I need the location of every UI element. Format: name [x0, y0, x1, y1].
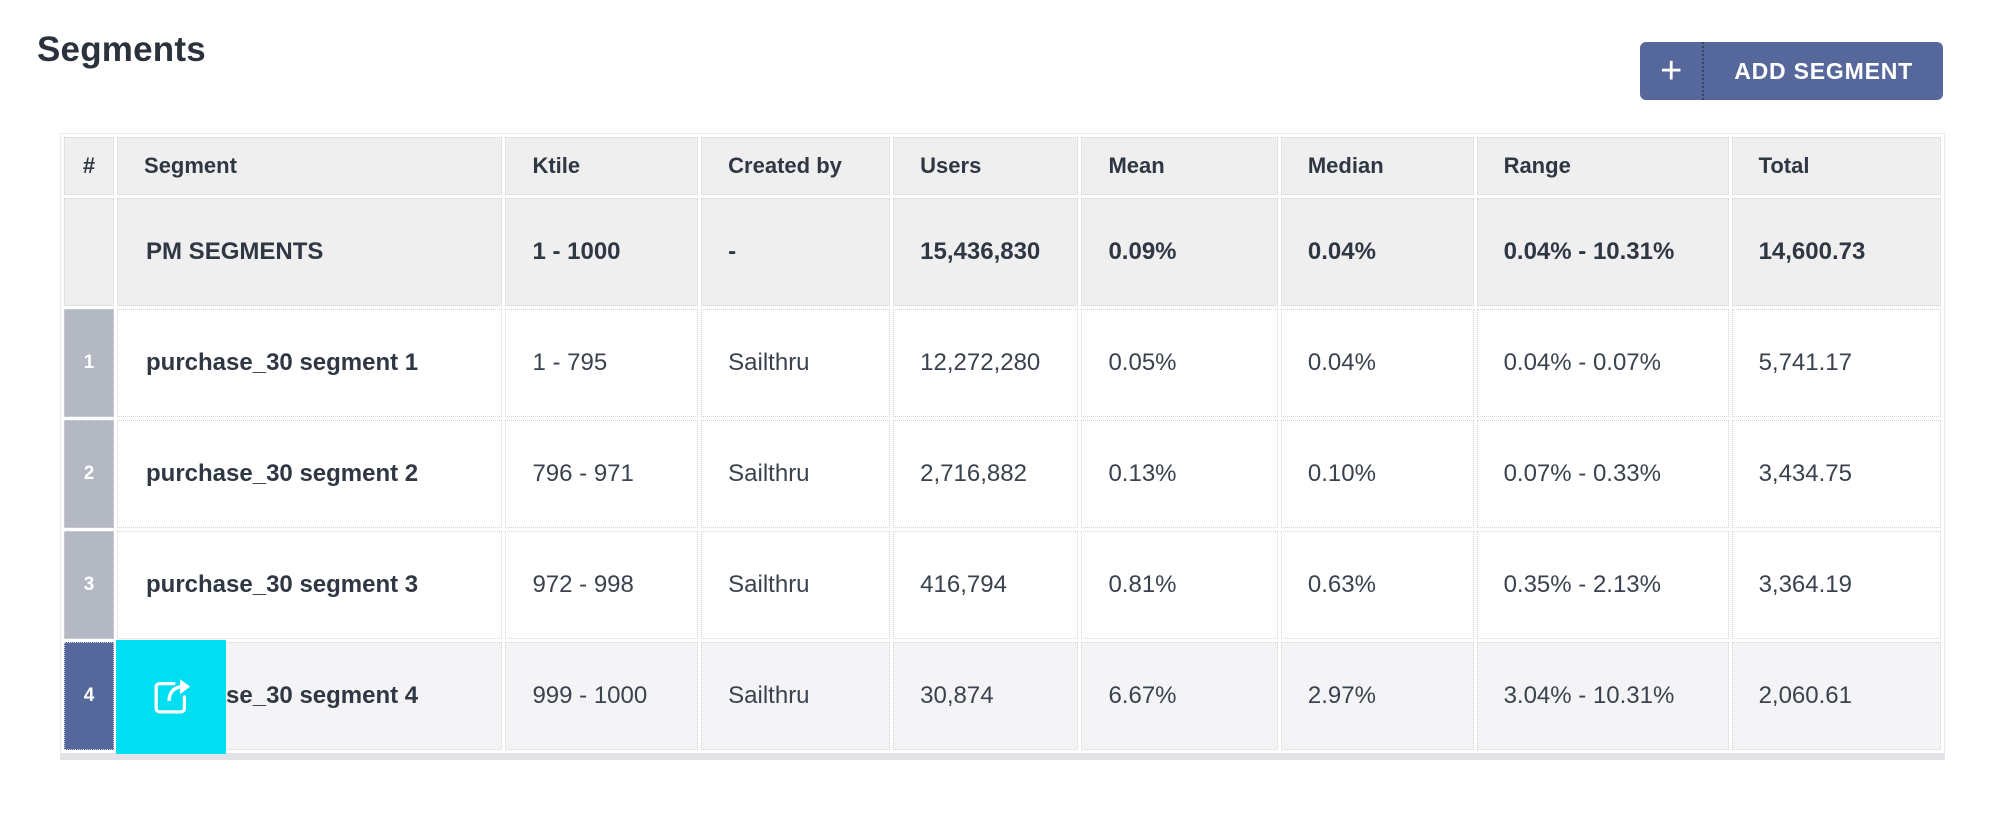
- mean-value: 6.67%: [1081, 642, 1278, 750]
- range-value: 0.07% - 0.33%: [1476, 420, 1729, 528]
- col-header-segment: Segment: [117, 137, 503, 195]
- row-number-badge: 3: [64, 531, 115, 639]
- users-value: 30,874: [893, 642, 1079, 750]
- summary-created-by: -: [701, 198, 891, 306]
- mean-value: 0.13%: [1081, 420, 1278, 528]
- total-value: 5,741.17: [1731, 309, 1941, 417]
- page-title: Segments: [37, 30, 206, 69]
- summary-ktile: 1 - 1000: [505, 198, 699, 306]
- col-header-range: Range: [1476, 137, 1729, 195]
- col-header-total: Total: [1731, 137, 1941, 195]
- created-by-value: Sailthru: [701, 420, 891, 528]
- ktile-value: 1 - 795: [505, 309, 699, 417]
- range-value: 0.04% - 0.07%: [1476, 309, 1729, 417]
- table-row-segment-4[interactable]: 4 purchase_30 segment 4 999 - 1000 Sailt…: [64, 640, 1941, 754]
- summary-median: 0.04%: [1280, 198, 1474, 306]
- row-number-badge: 1: [64, 309, 115, 417]
- mean-value: 0.05%: [1081, 309, 1278, 417]
- users-value: 2,716,882: [893, 420, 1079, 528]
- col-header-mean: Mean: [1081, 137, 1278, 195]
- col-header-num: #: [64, 137, 115, 195]
- segment-name: purchase_30 segment 2: [117, 420, 503, 528]
- ktile-value: 796 - 971: [505, 420, 699, 528]
- median-value: 0.10%: [1280, 420, 1474, 528]
- add-segment-button[interactable]: + ADD SEGMENT: [1640, 42, 1943, 100]
- segments-table: # Segment Ktile Created by Users Mean Me…: [61, 134, 1944, 754]
- row-number-badge: 2: [64, 420, 115, 528]
- table-row-segment-1[interactable]: 1 purchase_30 segment 1 1 - 795 Sailthru…: [64, 309, 1941, 417]
- range-value: 3.04% - 10.31%: [1476, 642, 1729, 750]
- col-header-median: Median: [1280, 137, 1474, 195]
- header-row: # Segment Ktile Created by Users Mean Me…: [64, 137, 1941, 195]
- created-by-value: Sailthru: [701, 309, 891, 417]
- segments-table-container: # Segment Ktile Created by Users Mean Me…: [60, 133, 1945, 760]
- summary-segment-name: PM SEGMENTS: [117, 198, 503, 306]
- segment-name: purchase_30 segment 4: [116, 640, 503, 754]
- median-value: 0.63%: [1280, 531, 1474, 639]
- median-value: 2.97%: [1280, 642, 1474, 750]
- total-value: 3,434.75: [1731, 420, 1941, 528]
- segment-name: purchase_30 segment 3: [117, 531, 503, 639]
- row-action-button[interactable]: [116, 640, 227, 754]
- segment-name: purchase_30 segment 1: [117, 309, 503, 417]
- created-by-value: Sailthru: [701, 642, 891, 750]
- col-header-created-by: Created by: [701, 137, 891, 195]
- add-segment-label: ADD SEGMENT: [1734, 57, 1913, 84]
- col-header-users: Users: [893, 137, 1079, 195]
- users-value: 416,794: [893, 531, 1079, 639]
- summary-total: 14,600.73: [1731, 198, 1941, 306]
- row-number-badge: 4: [64, 642, 115, 750]
- summary-users: 15,436,830: [893, 198, 1079, 306]
- share-export-icon: [154, 679, 191, 714]
- mean-value: 0.81%: [1081, 531, 1278, 639]
- summary-num-cell: [64, 198, 115, 306]
- users-value: 12,272,280: [893, 309, 1079, 417]
- total-value: 3,364.19: [1731, 531, 1941, 639]
- plus-icon: +: [1640, 42, 1705, 100]
- ktile-value: 999 - 1000: [505, 642, 699, 750]
- created-by-value: Sailthru: [701, 531, 891, 639]
- col-header-ktile: Ktile: [505, 137, 699, 195]
- summary-mean: 0.09%: [1081, 198, 1278, 306]
- table-row-segment-3[interactable]: 3 purchase_30 segment 3 972 - 998 Sailth…: [64, 531, 1941, 639]
- total-value: 2,060.61: [1731, 642, 1941, 750]
- table-row-segment-2[interactable]: 2 purchase_30 segment 2 796 - 971 Sailth…: [64, 420, 1941, 528]
- summary-range: 0.04% - 10.31%: [1476, 198, 1729, 306]
- median-value: 0.04%: [1280, 309, 1474, 417]
- summary-row-pm-segments: PM SEGMENTS 1 - 1000 - 15,436,830 0.09% …: [64, 198, 1941, 306]
- ktile-value: 972 - 998: [505, 531, 699, 639]
- range-value: 0.35% - 2.13%: [1476, 531, 1729, 639]
